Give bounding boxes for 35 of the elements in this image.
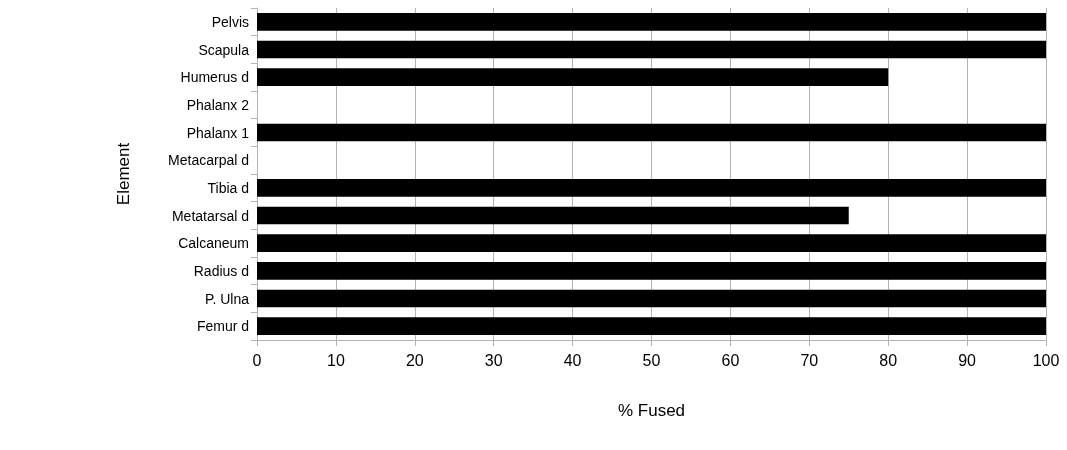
bar <box>257 261 1046 280</box>
y-tick-label: P. Ulna <box>204 290 250 307</box>
x-tick-label: 10 <box>327 351 345 369</box>
bar <box>257 317 1046 336</box>
y-tick-label: Pelvis <box>211 13 249 30</box>
bar <box>257 40 1046 59</box>
y-tick-label: Humerus d <box>180 69 249 86</box>
bar <box>257 206 849 225</box>
x-tick-label: 30 <box>484 351 503 369</box>
y-tick-label: Tibia d <box>207 179 249 196</box>
y-axis-title: Element <box>114 142 133 206</box>
y-tick-label: Metatarsal d <box>171 207 249 224</box>
x-tick-label: 80 <box>879 351 898 369</box>
y-tick-label: Femur d <box>196 318 249 335</box>
bar <box>257 178 1046 197</box>
y-tick-label: Phalanx 1 <box>186 124 250 141</box>
y-tick-label: Metacarpal d <box>168 152 249 169</box>
x-tick-label: 100 <box>1032 351 1060 369</box>
y-tick-label: Calcaneum <box>178 235 249 252</box>
x-tick-label: 20 <box>405 351 424 369</box>
bar <box>257 68 889 87</box>
y-tick-label: Radius d <box>193 262 249 279</box>
bar <box>257 289 1046 308</box>
y-tick-label: Phalanx 2 <box>186 96 250 113</box>
x-tick-label: 0 <box>252 351 262 369</box>
x-tick-label: 70 <box>800 351 819 369</box>
y-tick-label: Scapula <box>198 41 250 58</box>
x-tick-label: 50 <box>642 351 661 369</box>
bar <box>257 234 1046 253</box>
bar <box>257 12 1046 31</box>
x-tick-label: 90 <box>958 351 977 369</box>
bar <box>257 123 1046 142</box>
x-tick-label: 60 <box>721 351 740 369</box>
x-tick-label: 40 <box>563 351 582 369</box>
x-axis-title: % Fused <box>617 401 686 420</box>
